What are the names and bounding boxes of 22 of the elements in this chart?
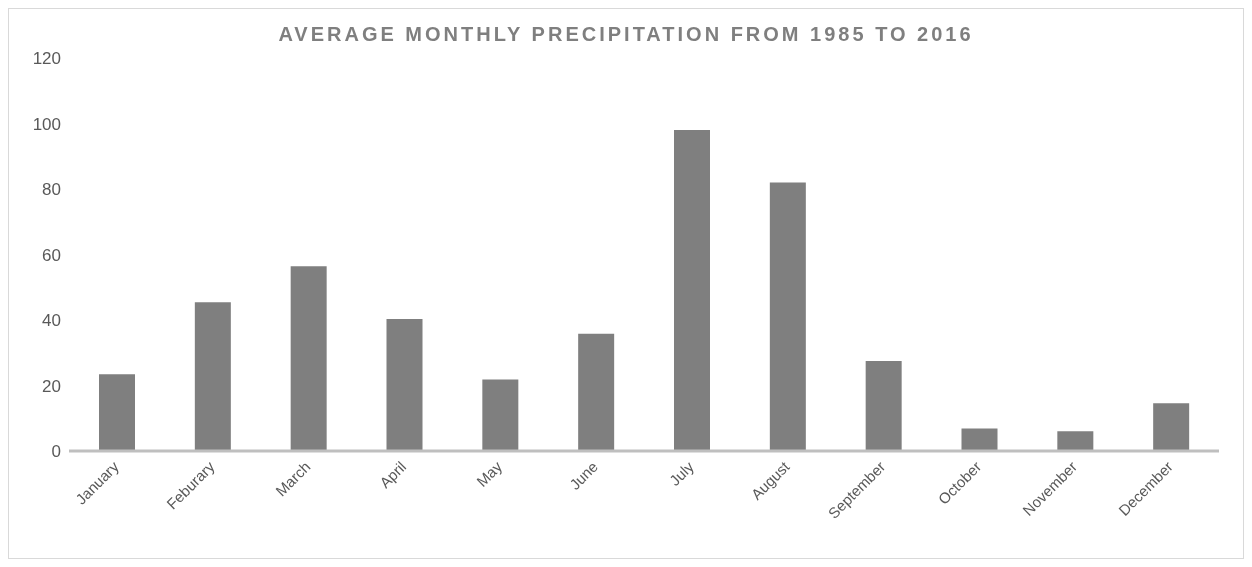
x-tick-label: July — [665, 457, 698, 489]
bar — [290, 266, 327, 451]
bar — [961, 428, 998, 451]
bar — [578, 333, 615, 451]
bar — [674, 130, 710, 451]
bar — [865, 360, 902, 451]
y-tick-label: 80 — [42, 180, 61, 200]
y-tick-label: 0 — [51, 442, 61, 462]
bar — [482, 379, 519, 451]
bar — [99, 374, 135, 451]
bar — [1057, 431, 1094, 451]
y-tick-label: 20 — [42, 376, 61, 396]
x-tick-label: May — [473, 457, 506, 490]
bar — [194, 302, 231, 451]
y-tick-label: 40 — [42, 311, 61, 331]
chart-title: AVERAGE MONTHLY PRECIPITATION FROM 1985 TO 2016 — [277, 23, 975, 46]
bar — [1153, 403, 1190, 451]
y-tick-label: 120 — [32, 49, 61, 69]
y-tick-label: 100 — [32, 114, 61, 134]
bar — [769, 182, 806, 451]
y-tick-label: 60 — [42, 245, 61, 265]
bar — [386, 319, 423, 451]
